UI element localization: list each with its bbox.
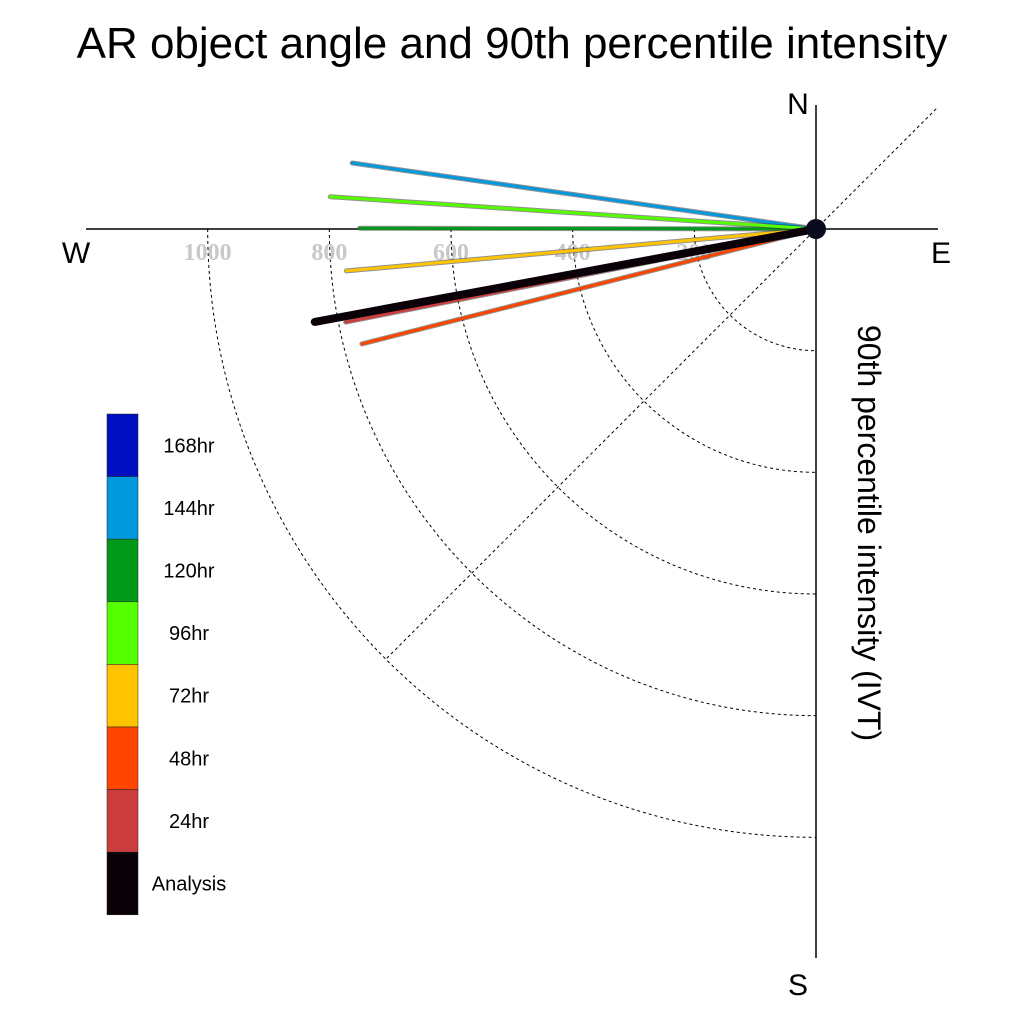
west-label: W [62,237,91,270]
grid-arc-4 [207,228,817,838]
series-line-144hr [350,161,818,231]
legend-label-120hr: 120hr [163,561,214,583]
series-line-48hr [360,227,818,346]
grid-diagonal [385,108,937,660]
series-line-72hr [344,227,818,273]
legend-swatch-24hr [106,789,139,853]
tick-label-4: 1000 [184,240,232,266]
series-line-120hr [358,226,818,231]
grid-arc-3 [328,228,817,717]
series-line-96hr [328,195,818,231]
legend-label-Analysis: Analysis [152,874,226,896]
legend-label-168hr: 168hr [163,435,214,457]
legend-label-144hr: 144hr [163,498,214,520]
legend-swatch-48hr [106,726,139,790]
legend-label-24hr: 24hr [169,811,209,833]
north-label: N [787,88,809,121]
legend-label-96hr: 96hr [169,623,209,645]
east-label: E [931,237,951,270]
series-lines [310,160,820,347]
chart-title: AR object angle and 90th percentile inte… [77,19,948,68]
legend-swatch-72hr [106,664,139,728]
grid-arc-1 [572,228,817,473]
series-line-Analysis [310,225,820,326]
radial-grid [207,108,937,838]
legend-swatch-96hr [106,601,139,665]
legend: 168hr 144hr 120hr 96hr 72hr 48hr 24hr Analysis [106,413,226,916]
legend-label-48hr: 48hr [169,748,209,770]
tick-label-3: 800 [311,240,347,266]
legend-swatch-120hr [106,538,139,603]
y-axis-label: 90th percentile intensity (IVT) [851,325,887,741]
origin-marker [806,219,826,239]
legend-label-72hr: 72hr [169,686,209,708]
legend-swatch-144hr [106,476,139,540]
legend-swatch-168hr [106,413,139,477]
legend-swatch-Analysis [106,851,139,916]
grid-arc-2 [450,228,817,595]
south-label: S [788,969,808,1002]
